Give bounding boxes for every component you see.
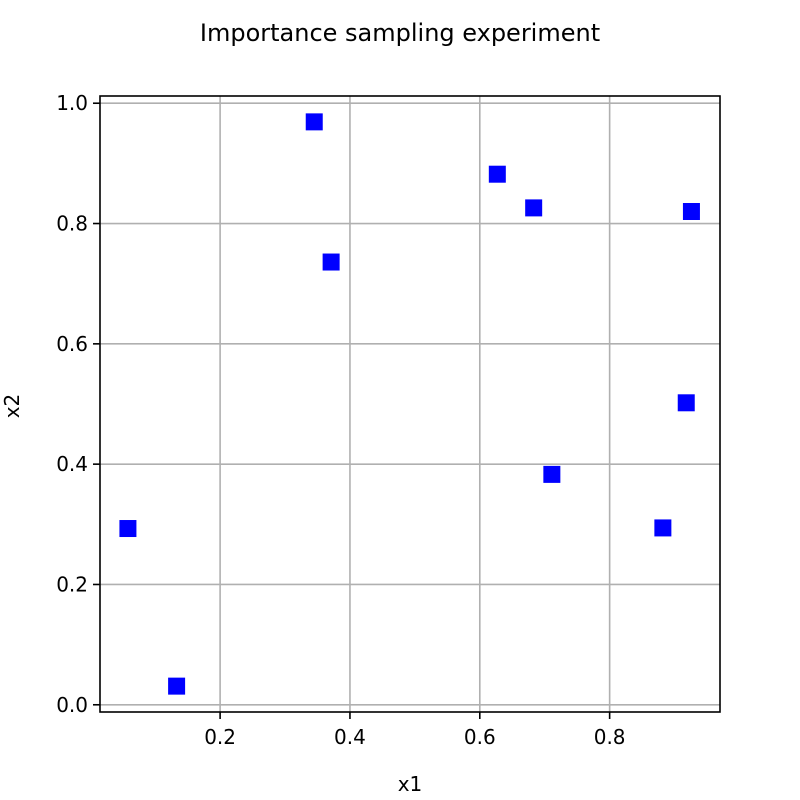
data-point bbox=[168, 677, 186, 695]
x-tick-label: 0.8 bbox=[594, 725, 626, 749]
data-point bbox=[682, 203, 700, 220]
chart-title: Importance sampling experiment bbox=[200, 19, 600, 47]
y-tick-label: 0.2 bbox=[56, 572, 88, 596]
plot-frame bbox=[99, 95, 721, 713]
y-tick-label: 0.4 bbox=[56, 452, 88, 476]
data-point bbox=[525, 199, 543, 217]
y-tick-label: 1.0 bbox=[56, 91, 88, 115]
data-point bbox=[322, 253, 340, 271]
y-tick-label: 0.8 bbox=[56, 212, 88, 236]
data-point bbox=[654, 519, 672, 537]
data-point bbox=[488, 165, 506, 183]
y-tick-label: 0.6 bbox=[56, 332, 88, 356]
y-axis-label: x2 bbox=[0, 394, 24, 419]
y-axis: 0.0 0.2 0.4 0.6 0.8 1.0 bbox=[56, 91, 100, 717]
x-tick-label: 0.4 bbox=[334, 725, 366, 749]
x-axis-label: x1 bbox=[398, 772, 423, 796]
x-axis: 0.2 0.4 0.6 0.8 bbox=[204, 712, 626, 749]
data-points bbox=[119, 113, 700, 695]
x-tick-label: 0.2 bbox=[204, 725, 236, 749]
grid bbox=[100, 96, 720, 712]
data-point bbox=[677, 394, 695, 412]
data-point bbox=[305, 113, 323, 131]
data-point bbox=[543, 465, 561, 483]
y-tick-label: 0.0 bbox=[56, 693, 88, 717]
x-tick-label: 0.6 bbox=[464, 725, 496, 749]
data-point bbox=[119, 520, 137, 538]
